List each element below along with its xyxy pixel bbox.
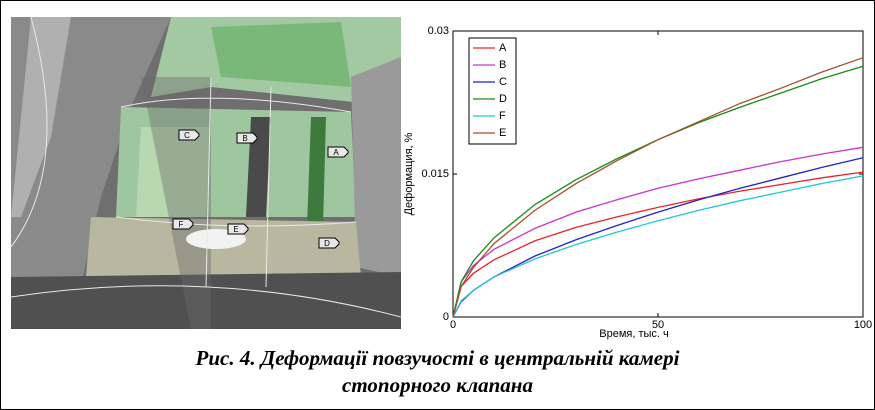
legend-label: C [499,76,507,88]
point-label: F [179,220,184,229]
x-tick-label: 50 [652,319,664,331]
x-tick-label: 100 [854,319,872,331]
y-tick-label: 0.03 [428,25,449,37]
legend-label: A [499,42,507,54]
y-tick-label: 0 [443,311,449,323]
point-label: A [333,148,339,157]
legend-label: D [499,93,507,105]
y-axis-label: Деформация, % [403,132,415,215]
legend-label: F [499,110,506,122]
legend-label: B [499,59,506,71]
legend-box [469,38,516,144]
fe-model-image: A B C D E F [11,17,401,329]
legend-label: E [499,127,506,139]
point-label: C [184,131,190,140]
y-tick-label: 0.015 [421,168,449,180]
caption-line: Рис. 4. Деформації повзучості в централь… [1,346,874,371]
caption-line: стопорного клапана [1,373,874,398]
point-label: B [242,134,247,143]
point-label: E [233,225,238,234]
point-label: D [324,239,330,248]
figure-page: ABCDEF Время, тыс. ч Деформация, % 00.01… [0,0,875,410]
x-tick-label: 0 [450,319,456,331]
